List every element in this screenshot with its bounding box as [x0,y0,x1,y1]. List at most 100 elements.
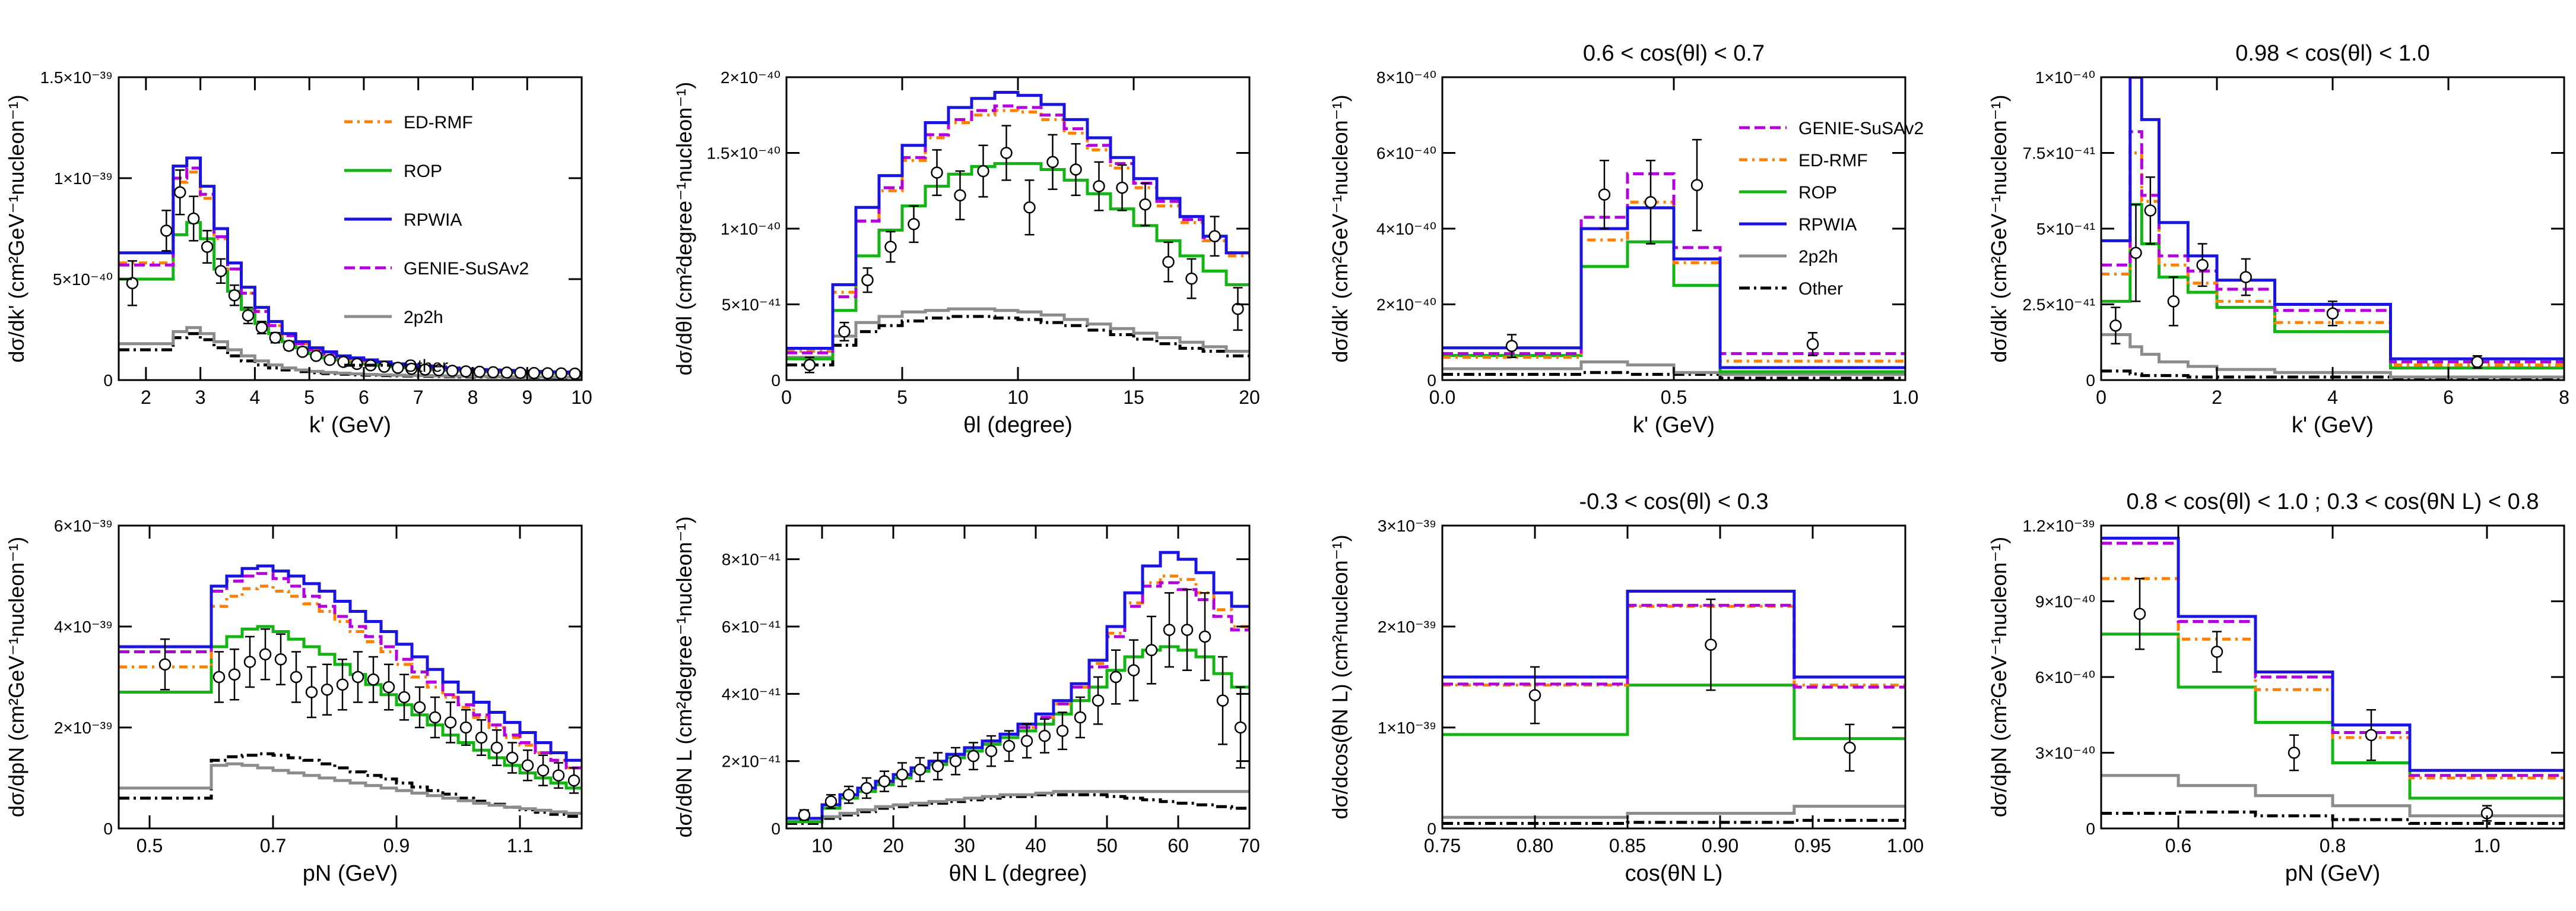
data-point [475,731,488,744]
axes-frame [2100,76,2565,381]
data-point [500,366,513,379]
series-rop [2101,632,2564,800]
series-rpwia [786,91,1249,350]
y-tick-label: 3×10⁻⁴⁰ [2035,744,2095,763]
x-axis-label: pN (GeV) [303,861,398,886]
data-point [305,686,318,698]
x-tick-label: 0.80 [1517,835,1553,856]
legend-label: Other [404,356,448,376]
y-tick-label: 0 [1427,820,1436,838]
data-point [1844,741,1856,754]
series-2p2h [119,762,582,815]
x-tick-label: 0.95 [1794,835,1831,856]
data-point [1070,163,1082,176]
x-tick-label: 10 [811,835,833,856]
data-point [1163,624,1176,636]
data-point [2239,271,2252,283]
data-point [1198,630,1211,643]
x-axis-label: θl (degree) [963,413,1073,438]
y-axis-label: dσ/dk' (cm²GeV⁻¹nucleon⁻¹) [4,94,28,362]
chart-panel-7: 0.75 0.80 0.85 0.90 0.95 1.00 0 1×10⁻³⁹ 2×10⁻³⁹ 3… [1328,489,1924,886]
x-axis-label: k' (GeV) [309,413,391,438]
data-point [310,349,322,362]
data-point [541,367,554,379]
x-tick-label: 15 [1123,387,1144,408]
series-rpwia [1442,590,1905,679]
series-2p2h [1442,805,1905,819]
x-tick-label: 0.7 [260,835,286,856]
data-point [977,165,989,178]
data-point [228,289,241,302]
series-2p2h [119,326,582,379]
y-tick-label: 5×10⁻⁴¹ [2036,220,2095,238]
data-point [1109,670,1122,684]
data-point [378,360,391,373]
data-point [242,309,255,322]
y-tick-label: 1.2×10⁻³⁹ [2022,517,2095,535]
y-tick-label: 4×10⁻⁴⁰ [1376,220,1436,238]
chart-panel-1: 2 3 4 5 6 7 8 9 10 0 5×10⁻⁴⁰ 1×10⁻³⁹ 1.5×10⁻³⁹ k' (Ge… [4,68,592,438]
data-point [1092,694,1105,707]
y-tick-label: 5×10⁻⁴⁰ [53,270,113,289]
data-point [1505,340,1518,352]
chart-panel-3: 0.0 0.5 1.0 0 2×10⁻⁴⁰ 4×10⁻⁴⁰ 6×10⁻⁴⁰ 8×10⁻⁴⁰ k'… [1328,41,1924,438]
data-point [2365,729,2378,741]
series-rpwia [2101,536,2564,772]
y-tick-label: 2×10⁻³⁹ [1378,618,1436,636]
data-point [569,367,581,380]
series-genie-susav2 [1442,603,1905,689]
chart-panel-5: 0.5 0.7 0.9 1.1 0 2×10⁻³⁹ 4×10⁻³⁹ 6×10⁻³⁹ pN (Ge… [4,517,583,886]
data-point [446,365,459,377]
x-tick-label: 30 [954,835,975,856]
legend-label: GENIE-SuSAv2 [404,259,529,279]
legend-label: ROP [1798,183,1837,203]
y-tick-label: 1×10⁻⁴⁰ [721,220,781,238]
data-point [2109,319,2122,332]
y-tick-label: 0 [771,820,781,838]
y-tick-label: 7.5×10⁻⁴¹ [2022,144,2095,163]
chart-title: 0.8 < cos(θl) < 1.0 ; 0.3 < cos(θN L) < … [2127,489,2539,514]
chart-panel-2: 0 5 10 15 20 0 5×10⁻⁴¹ 1×10⁻⁴⁰ 1.5×10⁻⁴⁰ 2×10⁻⁴⁰ θ… [672,68,1260,438]
data-point [283,339,296,352]
x-tick-label: 2 [141,387,151,408]
series-ed-rmf [786,574,1249,820]
data-point [321,684,334,696]
data-point [1528,689,1541,701]
data-point [351,670,364,684]
data-point [537,764,550,777]
series-2p2h [786,307,1249,359]
data-point [429,711,442,724]
y-tick-label: 0 [1427,371,1436,390]
x-axis-label: θN L (degree) [948,861,1087,886]
series-genie-susav2 [786,104,1249,355]
data-point [1093,180,1105,192]
data-point [405,362,418,375]
data-point [1185,272,1198,285]
series-rop [2101,203,2564,370]
axes-frame [118,76,583,381]
series-other [2101,810,2564,825]
data-point [228,668,241,681]
y-tick-label: 3×10⁻³⁹ [1378,517,1436,535]
data-point [931,166,943,179]
data-point [1003,739,1016,752]
x-axis-label: k' (GeV) [2292,413,2374,438]
x-tick-label: 0.8 [2320,835,2346,856]
y-tick-label: 1×10⁻⁴⁰ [2035,68,2095,87]
y-axis-label: dσ/dcos(θN L) (cm²nucleon⁻¹) [1328,534,1352,819]
data-point [567,774,580,787]
y-axis-label: dσ/dpN (cm²GeV⁻¹nucleon⁻¹) [4,537,28,817]
chart-title: 0.6 < cos(θl) < 0.7 [1583,41,1765,66]
x-axis-label: cos(θN L) [1625,861,1723,886]
y-tick-label: 6×10⁻³⁹ [54,517,113,535]
data-point [521,759,534,771]
data-point [2210,646,2223,658]
data-point [514,366,527,379]
data-point [1208,230,1221,242]
data-point [931,760,944,773]
data-point [1000,147,1013,159]
x-tick-label: 5 [897,387,908,408]
y-tick-label: 0 [103,820,113,838]
data-point [985,745,998,757]
y-axis-label: dσ/dk' (cm²GeV⁻¹nucleon⁻¹) [1987,94,2011,362]
